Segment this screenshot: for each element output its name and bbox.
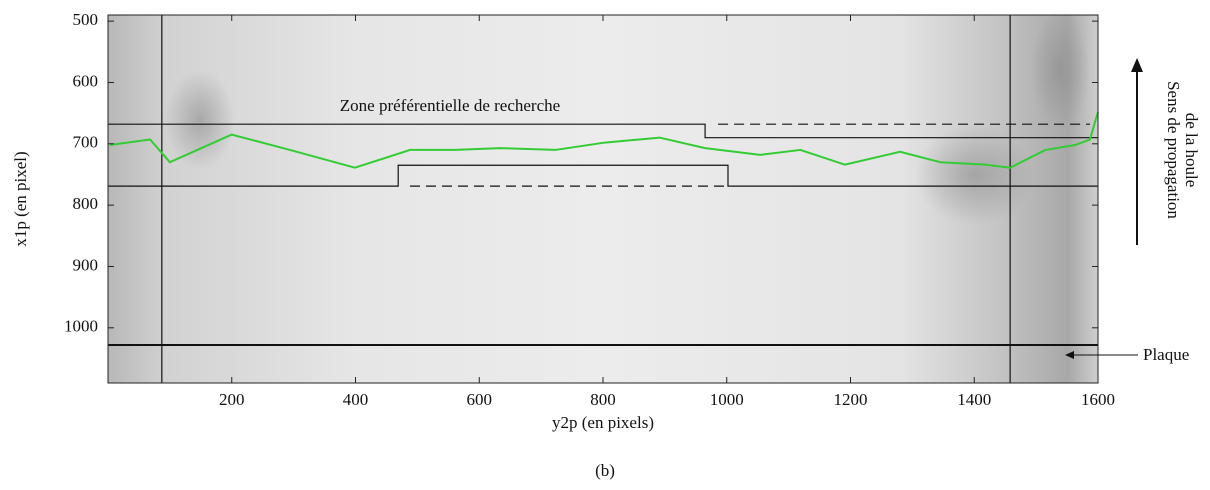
photo-shadow [1030,10,1090,130]
y-axis-label: x1p (en pixel) [11,151,30,246]
photo-shadow [915,125,1035,225]
propagation-annotation: de la houle [1182,113,1201,188]
arrow-head [1131,58,1143,72]
x-tick-label: 1000 [710,390,744,409]
y-tick-label: 500 [73,10,99,29]
y-tick-label: 800 [73,194,99,213]
x-tick-label: 1400 [957,390,991,409]
x-tick-label: 400 [343,390,369,409]
propagation-annotation: Sens de propagation [1164,81,1183,219]
profile [109,111,1099,169]
zone-annotation: Zone préférentielle de recherche [340,96,560,115]
axes: 200 400 600 800 1000 1200 1400 1600 500 600 700 800… [64,10,1115,409]
x-tick-label: 600 [467,390,493,409]
y-tick-label: 700 [73,133,99,152]
overlay-lines [108,15,1098,383]
profile-line [109,111,1099,169]
y-tick-label: 600 [73,71,99,90]
x-tick-label: 800 [590,390,616,409]
arrow-head [1065,351,1074,359]
x-axis-label: y2p (en pixels) [552,413,654,432]
photo-shadow [165,70,235,170]
overlay-line [108,123,1098,139]
plate-annotation: Plaque [1143,345,1189,364]
caption: (b) [595,461,615,480]
overlay-line [108,164,1098,187]
x-tick-label: 1200 [834,390,868,409]
y-tick-label: 900 [73,255,99,274]
y-tick-label: 1000 [64,317,98,336]
x-tick-label: 200 [219,390,245,409]
x-tick-label: 1600 [1081,390,1115,409]
